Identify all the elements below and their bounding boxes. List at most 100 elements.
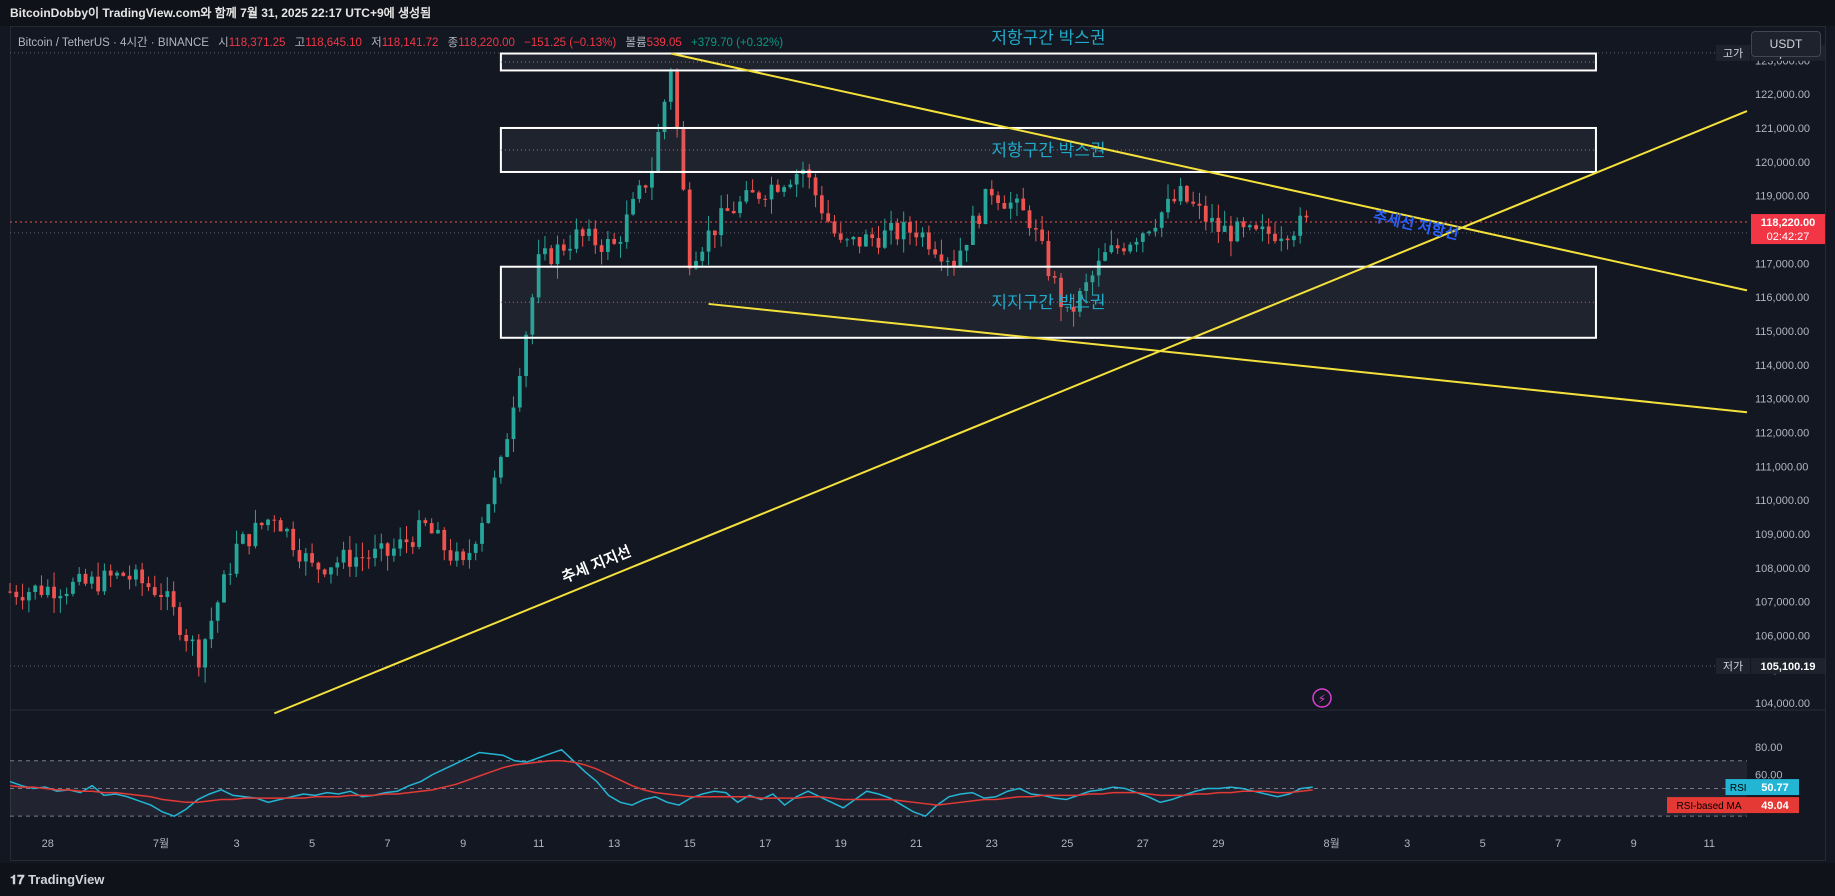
candle-body <box>763 198 768 200</box>
snapshot-caption: BitcoinDobby이 TradingView.com와 함께 7월 31,… <box>0 0 1835 26</box>
candle-body <box>845 239 849 241</box>
candle-body <box>203 639 207 668</box>
candle-body <box>939 254 944 262</box>
candle-body <box>637 185 642 199</box>
candle-body <box>115 572 119 576</box>
legend-close-value: 118,220.00 <box>458 37 515 49</box>
candle-body <box>587 228 591 236</box>
candle-body <box>889 222 893 231</box>
candle-body <box>89 576 94 584</box>
legend-volume-change: +379.70 (+0.32%) <box>691 37 784 49</box>
candle-body <box>1172 198 1177 202</box>
candle-body <box>297 550 302 562</box>
rsi-band <box>10 760 1747 817</box>
candle-body <box>1247 225 1252 228</box>
candle-body <box>39 585 44 596</box>
candle-body <box>423 520 428 524</box>
candle-body <box>1078 291 1082 312</box>
candle-body <box>385 543 390 556</box>
candle-body <box>196 639 201 668</box>
candle-body <box>190 639 195 642</box>
candle-body <box>14 591 19 598</box>
candle-body <box>574 229 579 249</box>
candle-body <box>278 520 283 532</box>
candle-body <box>272 519 277 521</box>
candle-body <box>1147 231 1152 234</box>
candle-body <box>1216 217 1221 232</box>
candle-body <box>643 185 648 188</box>
rsi-ma-line <box>9 760 1313 806</box>
legend-volume-value: 539.05 <box>646 37 682 49</box>
y-tick-label: 108,000.00 <box>1755 563 1810 575</box>
rsi-name-label: RSI <box>1730 783 1747 794</box>
candle-body <box>291 528 296 551</box>
tradingview-logo[interactable]: 𝟏𝟕 TradingView <box>10 872 104 888</box>
candle-body <box>568 248 573 251</box>
candle-body <box>360 557 365 559</box>
candle-body <box>240 534 245 544</box>
candle-body <box>1191 201 1196 204</box>
candle-body <box>335 562 340 568</box>
x-tick-label: 5 <box>1480 838 1486 850</box>
trendline <box>708 302 1748 414</box>
candle-body <box>769 184 774 200</box>
price-marker-countdown: 02:42:27 <box>1767 231 1810 243</box>
x-tick-label: 21 <box>910 838 922 850</box>
y-tick-label: 119,000.00 <box>1755 191 1809 203</box>
candle-body <box>410 542 415 547</box>
candle-body <box>996 195 1000 203</box>
candle-body <box>83 573 88 584</box>
legend-open-label: 시 <box>218 37 229 49</box>
candle-body <box>1040 229 1045 241</box>
candle-body <box>1134 241 1139 245</box>
candle-body <box>983 188 988 224</box>
candle-body <box>1115 245 1120 249</box>
candle-body <box>1298 215 1303 236</box>
legend-low-value: 118,141.72 <box>381 37 439 49</box>
candle-body <box>530 297 535 335</box>
candle-body <box>971 215 975 245</box>
candle-body <box>1071 306 1076 312</box>
legend-symbol[interactable]: Bitcoin / TetherUS · 4시간 · BINANCE <box>18 37 209 49</box>
candle-body <box>316 562 321 570</box>
alert-bolt-icon: ⚡ <box>1318 692 1326 706</box>
candle-body <box>593 228 598 246</box>
candle-body <box>738 201 742 214</box>
candle-body <box>1140 233 1145 242</box>
x-tick-label: 28 <box>42 838 54 850</box>
candle-body <box>1008 202 1013 209</box>
candle-body <box>247 534 252 547</box>
candle-body <box>989 188 994 196</box>
legend-change: −151.25 (−0.13%) <box>524 37 617 49</box>
candle-body <box>127 575 132 580</box>
candle-body <box>580 229 585 236</box>
x-tick-label: 19 <box>835 838 847 850</box>
currency-button[interactable]: USDT <box>1751 31 1821 57</box>
candle-body <box>442 529 447 551</box>
candle-body <box>901 222 906 240</box>
y-tick-label: 106,000.00 <box>1755 631 1810 643</box>
candle-body <box>719 208 724 236</box>
y-tick-label: 107,000.00 <box>1755 597 1810 609</box>
rsi-value-box <box>1751 797 1799 814</box>
candle-body <box>448 550 453 561</box>
candle-body <box>429 523 434 534</box>
legend-volume-label: 볼륨 <box>625 37 647 49</box>
legend-low: 저118,141.72 <box>371 37 438 49</box>
candle-body <box>662 101 667 133</box>
candle-body <box>819 195 824 214</box>
candle-body <box>8 591 12 593</box>
candle-body <box>96 576 100 592</box>
candle-body <box>517 376 522 408</box>
trendline-label: 추세 지지선 <box>560 543 634 586</box>
x-tick-label: 23 <box>986 838 998 850</box>
legend-close-label: 종 <box>447 37 459 49</box>
candle-body <box>347 549 352 567</box>
x-tick-label: 25 <box>1061 838 1073 850</box>
trendline <box>670 52 1748 292</box>
candle-body <box>750 190 755 193</box>
candle-body <box>1122 248 1126 252</box>
candle-body <box>222 574 226 603</box>
